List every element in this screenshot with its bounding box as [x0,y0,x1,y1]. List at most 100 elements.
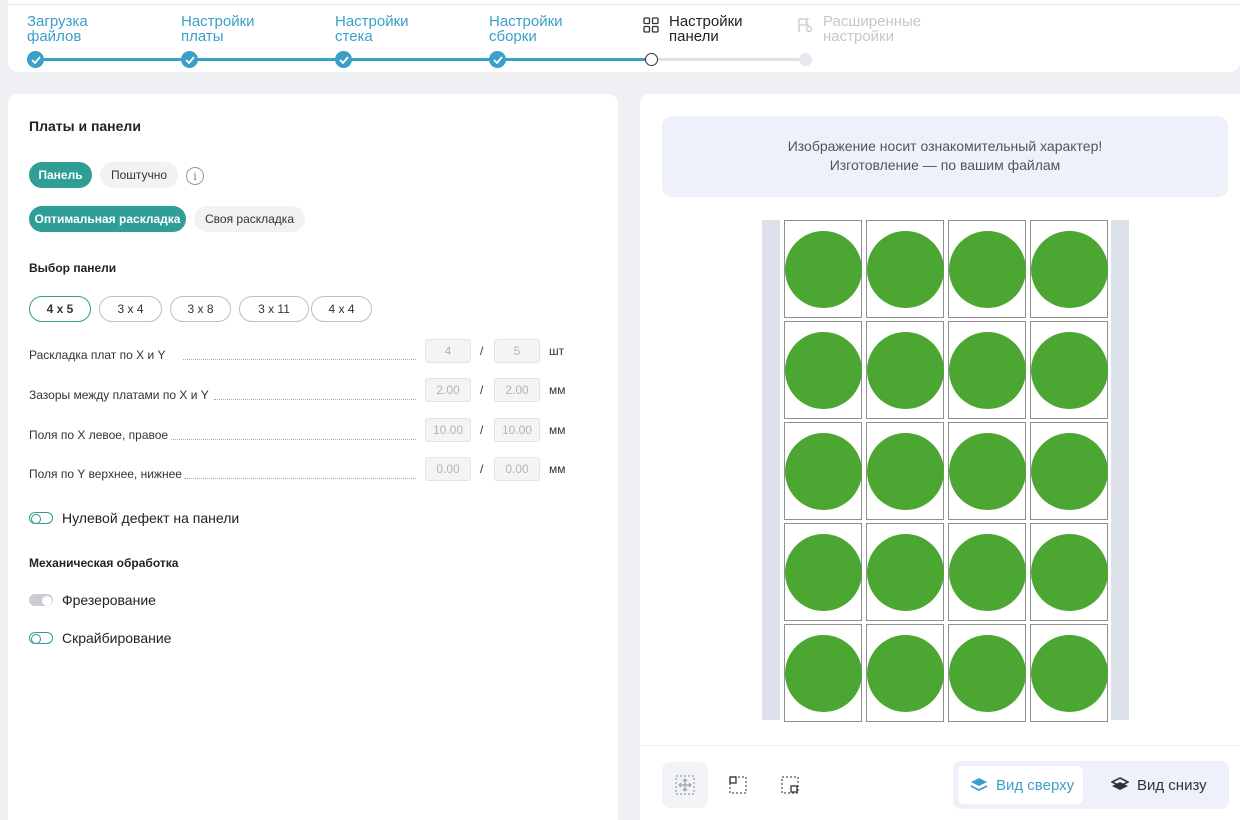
panel-outline-icon [781,776,799,794]
step-stack-settings[interactable]: Настройки стека [335,14,465,44]
pcb-marking-icon [1063,562,1075,578]
preview-notice: Изображение носит ознакомительный характ… [662,116,1228,197]
step-todo-dot [799,53,812,66]
pcb-board-cell [948,220,1026,318]
scribing-label: Скрайбирование [62,630,172,646]
pcb-board-cell [1030,422,1108,520]
step-label: Расширенные [823,13,922,30]
pcb-board-cell [948,523,1026,621]
pcb-board-cell [948,321,1026,419]
view-switch: Вид сверху Вид снизу [953,761,1229,809]
view-bottom-button[interactable]: Вид снизу [1099,766,1224,804]
pcb-board-cell [866,624,944,722]
notice-line-1: Изображение носит ознакомительный характ… [787,138,1103,154]
pcb-board [867,534,944,611]
pcb-board-cell [784,624,862,722]
gap-x-field[interactable]: 2.00 [425,378,471,402]
pcb-marking-icon [981,663,993,679]
panel-option-4x5[interactable]: 4 x 5 [29,296,91,322]
flag-settings-icon [798,18,813,33]
dotted-leader [183,359,416,360]
pcb-marking-icon [817,461,829,477]
pcb-marking-icon [899,360,911,376]
step-panel-settings[interactable]: Настройки панели [643,13,799,44]
margin-x-left-field[interactable]: 10.00 [425,418,471,442]
step-label: Настройки [669,13,743,30]
view-top-button[interactable]: Вид сверху [958,766,1083,804]
margin-x-right-field[interactable]: 10.00 [494,418,540,442]
pcb-board [867,433,944,510]
info-icon[interactable]: i [186,167,204,185]
panel-option-3x8[interactable]: 3 x 8 [170,296,231,322]
pcb-board [785,231,862,308]
step-board-settings[interactable]: Настройки платы [181,14,311,44]
unit-label: мм [549,423,566,437]
pcb-marking-icon [981,259,993,275]
tab-custom-layout[interactable]: Своя раскладка [194,206,305,232]
pcb-board [785,534,862,611]
pcb-marking-icon [981,360,993,376]
pcb-board [949,332,1026,409]
step-done-check-icon [489,51,506,68]
board-outline-button[interactable] [715,762,761,808]
separator: / [480,383,484,397]
fit-view-button[interactable] [662,762,708,808]
pcb-board-cell [784,523,862,621]
param-label: Поля по X левое, правое [29,428,169,442]
step-label: Настройки [181,13,255,30]
pcb-board-cell [866,220,944,318]
zero-defect-toggle[interactable] [29,512,53,524]
margin-y-bottom-field[interactable]: 0.00 [494,457,540,481]
pcb-board-cell [784,422,862,520]
pcb-marking-icon [1063,259,1075,275]
pcb-marking-icon [817,663,829,679]
scribing-toggle[interactable] [29,632,53,644]
milling-toggle[interactable] [29,594,53,606]
step-label: настройки [823,28,895,45]
pcb-board [785,332,862,409]
margin-y-top-field[interactable]: 0.00 [425,457,471,481]
pcb-board-cell [1030,624,1108,722]
pcb-board [949,433,1026,510]
pcb-marking-icon [981,562,993,578]
panel-rail-left [762,220,780,720]
unit-label: шт [549,344,565,358]
layout-x-field[interactable]: 4 [425,339,471,363]
pcb-marking-icon [899,663,911,679]
panel-option-3x4[interactable]: 3 x 4 [99,296,162,322]
step-upload-files[interactable]: Загрузка файлов [27,14,157,44]
step-advanced-settings[interactable]: Расширенные настройки [798,13,953,45]
pcb-board [785,433,862,510]
fit-view-icon [675,775,695,795]
pcb-board [949,534,1026,611]
step-label: сборки [489,28,537,45]
pcb-marking-icon [1063,360,1075,376]
layers-bottom-icon [1111,777,1129,790]
step-label: файлов [27,28,82,45]
pcb-board [1031,433,1108,510]
panel-option-3x11[interactable]: 3 x 11 [239,296,309,322]
panel-option-4x4[interactable]: 4 x 4 [311,296,372,322]
layout-y-field[interactable]: 5 [494,339,540,363]
panel-outline-button[interactable] [767,762,813,808]
gap-y-field[interactable]: 2.00 [494,378,540,402]
stepper-top-divider [8,4,1240,5]
pcb-board-cell [948,624,1026,722]
step-assembly-settings[interactable]: Настройки сборки [489,14,619,44]
tab-individually[interactable]: Поштучно [100,162,178,188]
pcb-board [949,231,1026,308]
milling-label: Фрезерование [62,592,156,608]
pcb-board-cell [866,523,944,621]
pcb-board-cell [866,422,944,520]
pcb-board [867,635,944,712]
tab-optimal-layout[interactable]: Оптимальная раскладка [29,206,186,232]
pcb-board-cell [866,321,944,419]
param-label: Раскладка плат по X и Y [29,348,166,362]
step-label: стека [335,28,373,45]
pcb-board [867,332,944,409]
boards-panels-card: Платы и панели Панель Поштучно i Оптимал… [8,94,618,820]
step-label: Загрузка [27,13,88,30]
tab-panel[interactable]: Панель [29,162,92,188]
step-current-dot [645,53,658,66]
step-done-check-icon [335,51,352,68]
